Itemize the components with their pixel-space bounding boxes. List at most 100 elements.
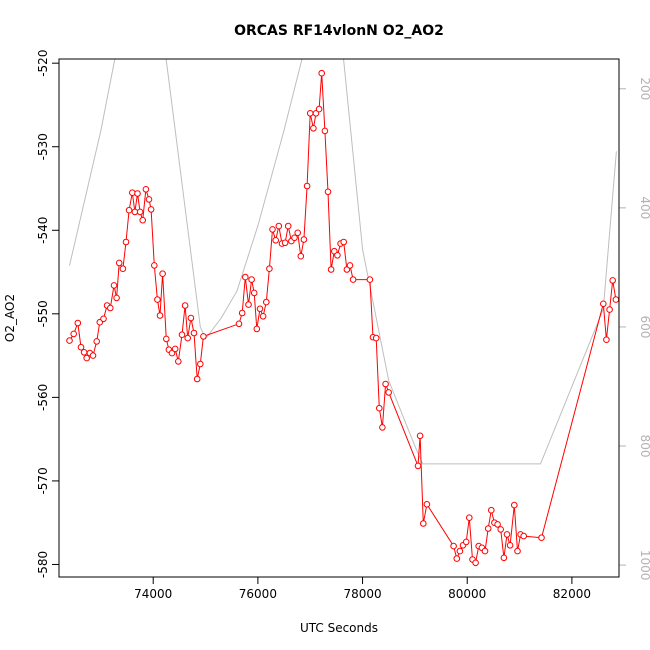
data-point [612,296,619,303]
data-point [511,501,518,509]
data-point [187,314,195,322]
data-point [145,196,153,203]
data-point [190,329,198,337]
right-y-tick-label: 200 [638,77,650,100]
data-point [291,234,298,242]
data-point [250,289,258,297]
data-point [235,320,243,328]
data-point [89,352,97,359]
y-tick-label: -520 [36,50,50,77]
y-tick-label: -540 [36,217,50,244]
data-point [609,277,617,284]
data-point [181,302,189,309]
data-point [376,404,383,412]
data-point [259,313,267,320]
data-point [472,559,479,567]
data-point [423,501,431,508]
data-point [500,554,508,562]
data-point [74,319,82,327]
data-point [315,105,323,113]
data-point [119,265,127,273]
data-point [139,216,146,224]
data-point [300,236,308,243]
data-point [80,349,88,356]
right-y-tick-label: 800 [638,435,650,458]
data-point [275,222,283,230]
data-point [488,506,495,514]
data-point [450,542,457,550]
data-point [284,222,292,230]
data-point [456,547,464,555]
data-point [318,69,326,77]
data-point [184,334,191,342]
data-point [506,542,514,549]
data-point [606,306,613,313]
data-point [481,547,489,555]
y-tick-label: -570 [36,467,50,494]
right-y-tick-label: 1000 [638,550,650,581]
data-point [159,270,166,278]
data-point [269,226,276,233]
x-tick-label: 76000 [239,587,277,601]
y-axis-label: O2_AO2 [3,294,17,342]
data-point [238,309,246,317]
data-point [151,262,158,269]
right-y-tick-label: 400 [638,196,650,219]
data-point [310,125,317,132]
data-point [306,110,314,117]
data-point [171,345,179,353]
data-point [272,237,280,244]
data-point [245,301,252,308]
data-point [256,305,264,313]
data-point [466,514,473,522]
y-tick-label: -530 [36,133,50,160]
data-point [366,276,374,283]
y-axis: -580 -570 -560 -550 -540 -530 -520 [36,50,59,578]
x-axis: 74000 76000 78000 80000 82000 [134,577,591,601]
data-point [340,238,348,246]
data-point [93,338,100,345]
data-point [494,521,501,528]
data-point [193,375,201,383]
plot-frame [58,58,620,578]
data-point [122,238,130,246]
data-point [136,208,144,216]
x-tick-label: 82000 [553,587,591,601]
data-point [497,526,505,533]
data-point [321,127,329,135]
data-point [372,334,380,342]
data-point [538,534,545,542]
data-point [385,389,393,396]
data-point [346,262,354,269]
data-point [420,520,427,527]
y-tick-label: -550 [36,300,50,327]
data-point [77,343,85,351]
data-point [263,298,270,306]
data-point [154,296,161,303]
data-point [100,315,107,323]
data-point [83,354,90,362]
data-point [297,252,305,260]
data-point [200,333,207,340]
data-point [462,538,470,546]
series-points-o2-ao2 [66,69,619,567]
data-point [281,239,289,247]
x-tick-label: 74000 [134,587,172,601]
data-point [178,331,186,339]
data-point [416,432,424,440]
data-point [324,188,332,196]
x-tick-label: 78000 [343,587,381,601]
data-point [266,265,273,273]
data-point [253,325,261,333]
data-point [168,349,176,357]
right-y-tick-label: 600 [638,315,650,338]
data-point [134,190,141,197]
y-tick-label: -560 [36,384,50,411]
data-point [503,531,511,538]
data-point [129,189,136,196]
data-point [70,330,77,338]
data-point [147,206,155,213]
chart-title: ORCAS RF14vlonN O2_AO2 [234,23,444,39]
right-y-axis: 200 400 600 800 1000 [619,77,650,580]
